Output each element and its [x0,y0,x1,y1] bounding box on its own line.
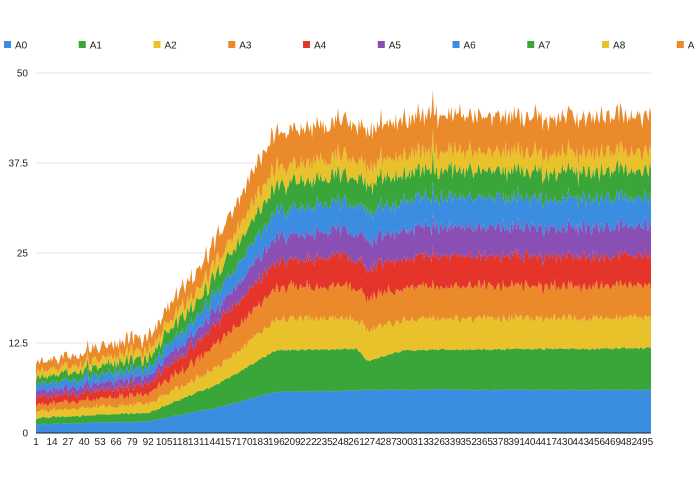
legend-label-a6: A6 [464,41,477,52]
x-tick-label: 183 [252,437,269,448]
x-tick-label: 209 [284,437,301,448]
x-tick-label: 417 [540,437,557,448]
x-tick-label: 391 [508,437,525,448]
x-tick-label: 40 [79,437,91,448]
legend-label-a5: A5 [389,41,402,52]
x-tick-label: 482 [620,437,637,448]
legend-label-a4: A4 [314,41,327,52]
area-a4 [36,245,651,406]
legend-swatch-a6 [452,41,460,48]
legend-swatch-a4 [303,41,311,48]
x-tick-label: 352 [460,437,477,448]
legend-label-a9: A9 [688,41,695,52]
area-a8 [36,127,651,382]
x-tick-label: 27 [62,437,74,448]
x-tick-label: 131 [188,437,205,448]
x-tick-label: 469 [604,437,621,448]
legend-swatch-a3 [228,41,236,48]
legend-swatch-a5 [377,41,385,48]
area-a5 [36,213,651,399]
x-tick-label: 105 [156,437,173,448]
legend-swatch-a0 [4,41,11,48]
legend-swatch-a8 [602,41,610,48]
x-tick-label: 313 [412,437,429,448]
area-a3 [36,278,651,413]
x-tick-label: 53 [95,437,107,448]
x-tick-label: 1 [33,437,39,448]
x-tick-label: 443 [572,437,589,448]
legend-swatch-a9 [676,41,684,48]
x-tick-label: 300 [396,437,413,448]
x-tick-label: 144 [204,437,221,448]
x-tick-label: 326 [428,437,445,448]
x-tick-label: 248 [332,437,349,448]
x-tick-label: 339 [444,437,461,448]
series-areas [36,89,651,433]
x-tick-label: 430 [556,437,573,448]
x-tick-label: 287 [380,437,397,448]
x-tick-label: 79 [127,437,139,448]
x-tick-label: 261 [348,437,365,448]
legend-swatch-a2 [153,41,161,48]
x-axis-ticks: 1 14 27 40 53 66 79 92 105 118 131 144 157 170 183 196 2… [33,437,653,448]
area-a0 [36,389,651,433]
x-tick-label: 66 [111,437,123,448]
y-axis-ticks: 0 12.5 25 37.5 50 [9,69,29,440]
x-tick-label: 378 [492,437,509,448]
y-tick-label: 50 [17,69,29,80]
x-tick-label: 235 [316,437,333,448]
area-a1 [36,346,651,426]
x-tick-label: 170 [236,437,253,448]
y-tick-label: 12.5 [9,339,29,350]
x-tick-label: 274 [364,437,381,448]
x-tick-label: 495 [636,437,653,448]
x-tick-label: 404 [524,437,541,448]
legend: A0 A1 A2 A3 A4 A5 A6 A7 A8 A9 [4,41,695,52]
y-tick-label: 37.5 [9,159,29,170]
x-tick-label: 196 [268,437,285,448]
area-a9 [36,89,651,376]
legend-swatch-a1 [78,41,86,48]
x-tick-label: 118 [172,437,188,448]
legend-swatch-a7 [527,41,535,48]
area-a6 [36,180,651,393]
legend-label-a1: A1 [90,41,103,52]
x-tick-label: 222 [300,437,317,448]
area-a2 [36,313,651,419]
x-tick-label: 157 [220,437,237,448]
legend-label-a3: A3 [239,41,252,52]
x-tick-label: 14 [46,437,58,448]
x-tick-label: 92 [143,437,155,448]
x-tick-label: 456 [588,437,605,448]
legend-label-a2: A2 [165,41,178,52]
legend-label-a0: A0 [15,41,28,52]
x-tick-label: 365 [476,437,493,448]
area-a7 [36,149,651,388]
y-tick-label: 25 [17,249,29,260]
y-tick-label: 0 [22,429,28,440]
legend-label-a8: A8 [613,41,626,52]
legend-label-a7: A7 [538,41,551,52]
